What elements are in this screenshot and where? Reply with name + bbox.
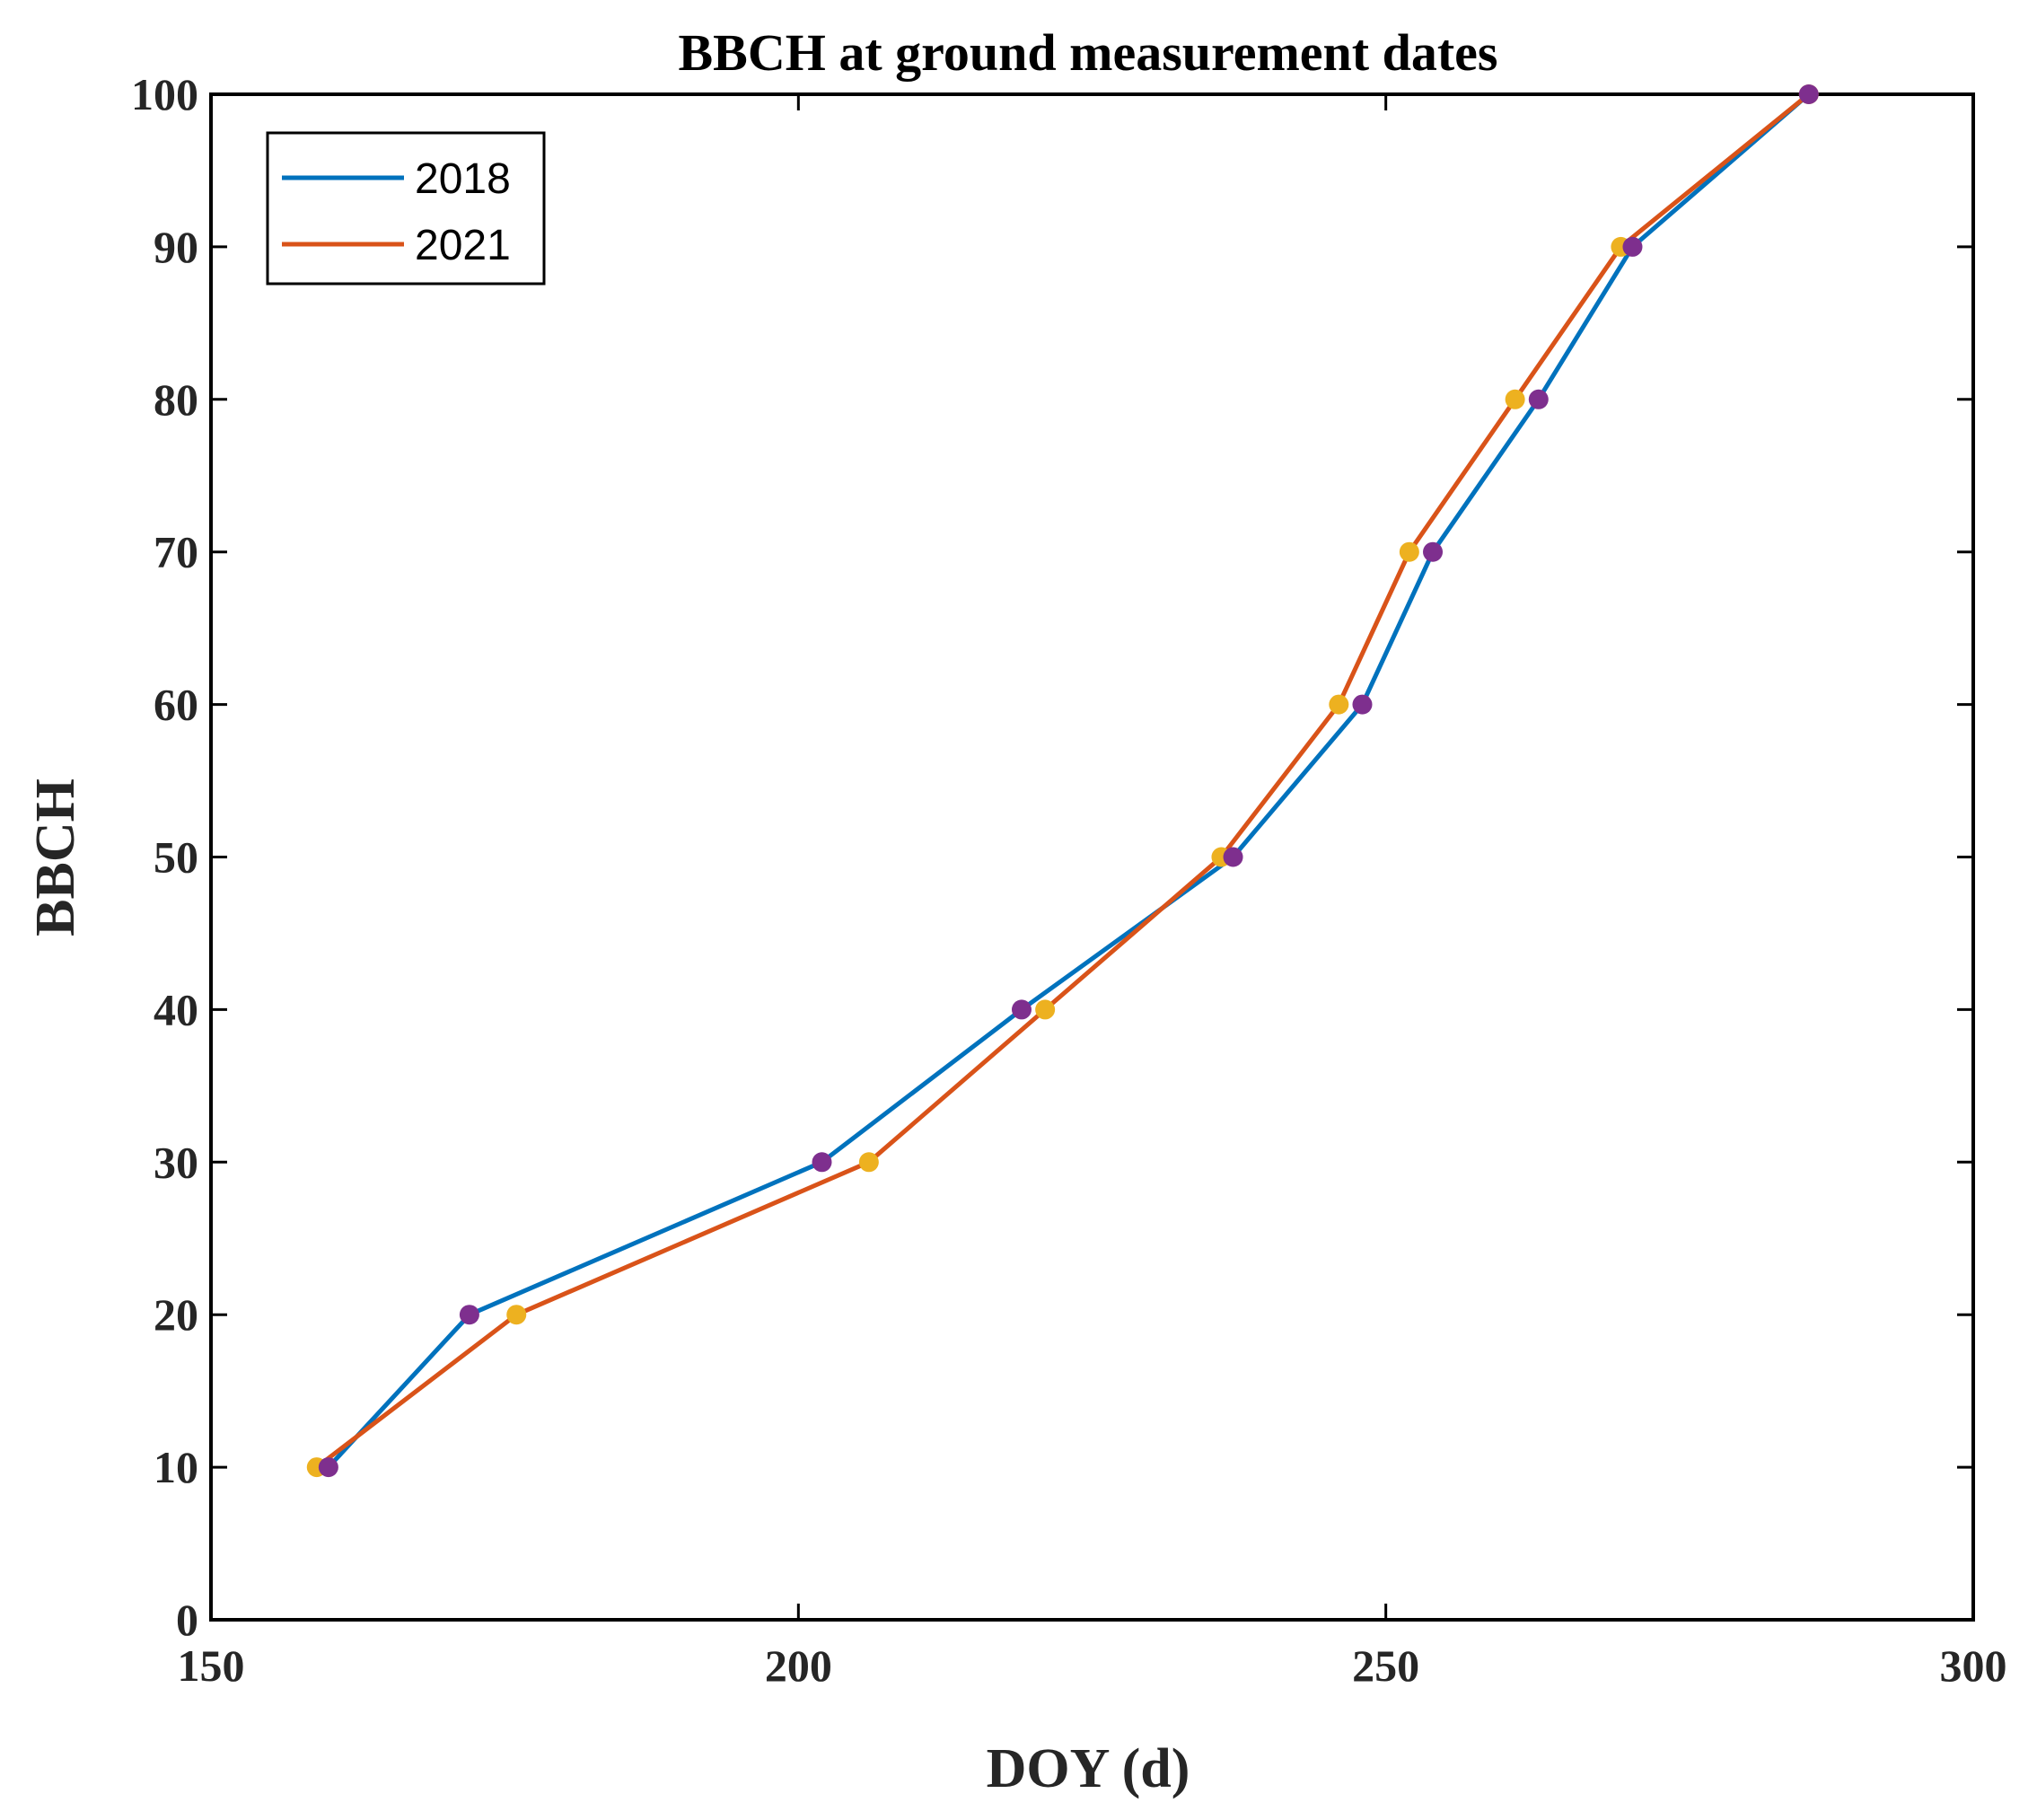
plot-area-frame — [209, 92, 1975, 1622]
series-line-2018 — [327, 92, 1811, 1469]
data-point-2018 — [1798, 84, 1819, 104]
data-point-2021 — [1329, 694, 1349, 715]
x-tick-label: 250 — [1352, 1640, 1419, 1691]
y-tick-label: 70 — [154, 527, 198, 577]
data-point-2018 — [459, 1305, 479, 1325]
y-tick-label: 100 — [131, 69, 198, 119]
data-point-2018 — [812, 1152, 832, 1173]
data-point-2018 — [1423, 541, 1444, 562]
y-axis-label: BBCH — [25, 778, 86, 936]
data-point-2018 — [1223, 847, 1243, 867]
data-point-2021 — [506, 1305, 527, 1325]
legend-label-2021: 2021 — [415, 222, 511, 269]
data-point-2021 — [1399, 541, 1419, 562]
y-tick-label: 0 — [176, 1595, 198, 1645]
legend: 2018 2021 — [266, 131, 546, 286]
legend-box — [266, 131, 546, 286]
y-tick-label: 20 — [154, 1289, 198, 1340]
y-tick-label: 10 — [154, 1442, 198, 1492]
x-tick-label: 200 — [765, 1640, 832, 1691]
x-tick-label: 150 — [178, 1640, 245, 1691]
y-tick-label: 30 — [154, 1137, 198, 1187]
legend-label-2018: 2018 — [415, 155, 511, 203]
x-tick-label: 300 — [1940, 1640, 2007, 1691]
y-tick-label: 90 — [154, 222, 198, 272]
data-point-2018 — [1011, 999, 1032, 1020]
series-line-2021 — [315, 92, 1811, 1470]
series-layer — [306, 84, 1819, 1478]
x-axis-label: DOY (d) — [987, 1738, 1190, 1799]
chart-title: BBCH at ground measurement dates — [679, 23, 1498, 82]
data-point-2021 — [1035, 999, 1056, 1020]
data-point-2021 — [1505, 389, 1525, 409]
axis-ticks: 150 200 250 300 0 10 20 30 40 50 60 70 80 90 100 — [131, 69, 2007, 1691]
data-point-2018 — [1622, 236, 1643, 257]
y-tick-label: 80 — [154, 374, 198, 425]
y-tick-label: 50 — [154, 832, 198, 883]
data-point-2018 — [318, 1457, 338, 1478]
data-point-2018 — [1352, 694, 1373, 715]
data-point-2021 — [858, 1152, 879, 1173]
y-tick-label: 60 — [154, 680, 198, 730]
data-point-2018 — [1528, 389, 1549, 409]
y-tick-label: 40 — [154, 984, 198, 1034]
